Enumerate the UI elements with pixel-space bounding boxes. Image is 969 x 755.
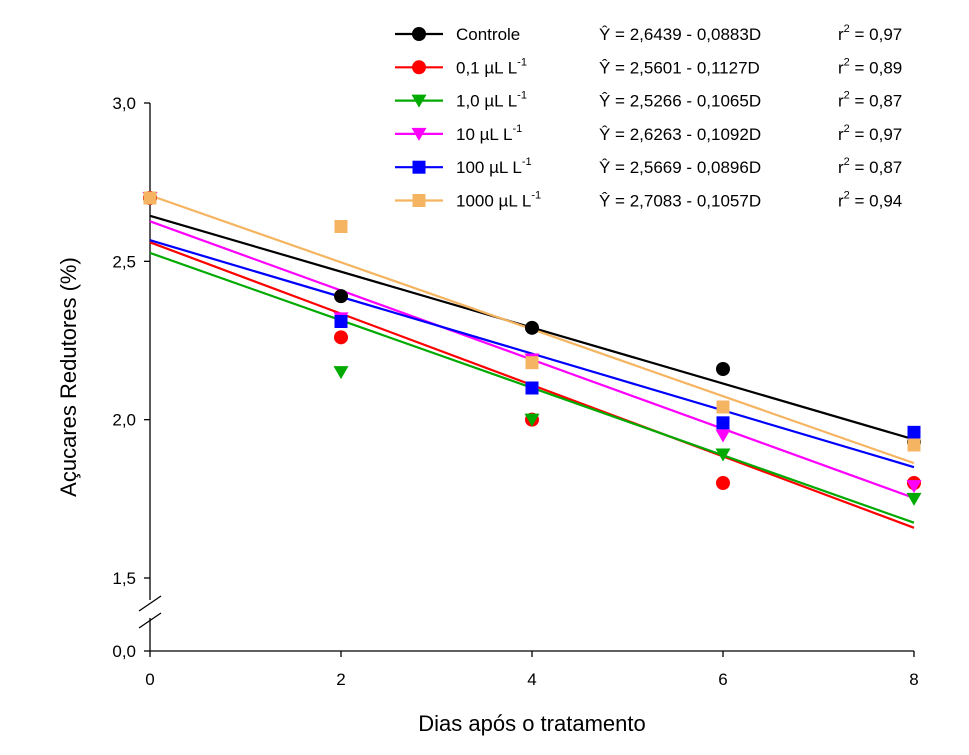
axes: [138, 103, 914, 652]
legend-r2: r2 = 0,89: [838, 56, 902, 77]
legend-equation: Ŷ = 2,6263 - 0,1092D: [599, 125, 761, 144]
data-points: [142, 191, 922, 506]
x-tick-label: 6: [718, 670, 727, 689]
legend-equation: Ŷ = 2,6439 - 0,0883D: [599, 25, 761, 44]
data-point: [906, 480, 922, 494]
y-tick-label: 1,5: [112, 569, 136, 588]
legend-item: 1,0 µL L-1 Ŷ = 2,5266 - 0,1065D r2 = 0,87: [395, 90, 902, 111]
legend: Controle Ŷ = 2,6439 - 0,0883D r2 = 0,97 0,1…: [395, 23, 902, 211]
legend-marker: [412, 27, 426, 41]
legend-equation: Ŷ = 2,5266 - 0,1065D: [599, 92, 761, 111]
data-point: [716, 362, 730, 376]
x-axis-title: Dias após o tratamento: [418, 711, 645, 736]
legend-equation: Ŷ = 2,5601 - 0,1127D: [599, 58, 760, 77]
axis-break-mark-lower: [138, 612, 162, 629]
data-point: [524, 413, 540, 427]
x-tick-label: 2: [336, 670, 345, 689]
y-tick-label: 2,0: [112, 411, 136, 430]
data-point: [907, 438, 921, 452]
legend-marker: [411, 127, 427, 141]
legend-label: 0,1 µL L-1: [456, 56, 527, 77]
legend-marker: [411, 94, 427, 108]
legend-label: Controle: [456, 25, 520, 44]
data-point: [334, 289, 348, 304]
data-point: [334, 315, 348, 328]
data-point: [715, 429, 731, 443]
y-tick-label: 3,0: [112, 94, 136, 113]
data-point: [333, 366, 349, 380]
legend-r2: r2 = 0,87: [838, 90, 902, 111]
legend-label: 1,0 µL L-1: [456, 90, 527, 111]
data-point: [716, 416, 730, 430]
legend-item: 1000 µL L-1 Ŷ = 2,7083 - 0,1057D r2 = 0,94: [395, 190, 902, 211]
legend-label: 10 µL L-1: [456, 123, 522, 144]
legend-item: 100 µL L-1 Ŷ = 2,5669 - 0,0896D r2 = 0,87: [395, 156, 902, 177]
y-tick-label: 2,5: [112, 252, 136, 271]
data-point: [907, 425, 921, 439]
legend-marker: [412, 194, 426, 207]
legend-equation: Ŷ = 2,7083 - 0,1057D: [599, 192, 761, 211]
data-point: [715, 448, 731, 462]
legend-marker: [412, 160, 426, 174]
data-point: [334, 220, 348, 233]
data-point: [525, 356, 539, 370]
x-ticks: 0 2 4 6 8: [145, 651, 919, 689]
data-point: [525, 320, 539, 335]
data-point: [143, 191, 157, 205]
data-point: [716, 400, 730, 414]
legend-item: 0,1 µL L-1 Ŷ = 2,5601 - 0,1127D r2 = 0,89: [395, 56, 902, 77]
legend-r2: r2 = 0,94: [838, 190, 902, 211]
legend-item: 10 µL L-1 Ŷ = 2,6263 - 0,1092D r2 = 0,97: [395, 123, 902, 144]
y-axis-title: Açucares Redutores (%): [56, 257, 81, 497]
legend-r2: r2 = 0,97: [838, 123, 902, 144]
legend-r2: r2 = 0,97: [838, 23, 902, 44]
legend-label: 100 µL L-1: [456, 156, 532, 177]
x-tick-label: 0: [145, 670, 154, 689]
data-point: [716, 476, 730, 490]
legend-label: 1000 µL L-1: [456, 190, 541, 211]
legend-item: Controle Ŷ = 2,6439 - 0,0883D r2 = 0,97: [395, 23, 902, 44]
axis-break-mark-upper: [138, 595, 162, 612]
data-point: [525, 381, 539, 395]
x-tick-label: 8: [909, 670, 918, 689]
legend-r2: r2 = 0,87: [838, 156, 902, 177]
legend-equation: Ŷ = 2,5669 - 0,0896D: [599, 158, 761, 177]
data-point: [334, 330, 348, 345]
legend-marker: [412, 60, 426, 75]
y-tick-label: 0,0: [112, 642, 136, 661]
data-point: [906, 492, 922, 506]
y-ticks: 0,0 1,5 2,0 2,5 3,0: [112, 94, 150, 661]
x-tick-label: 4: [527, 670, 536, 689]
